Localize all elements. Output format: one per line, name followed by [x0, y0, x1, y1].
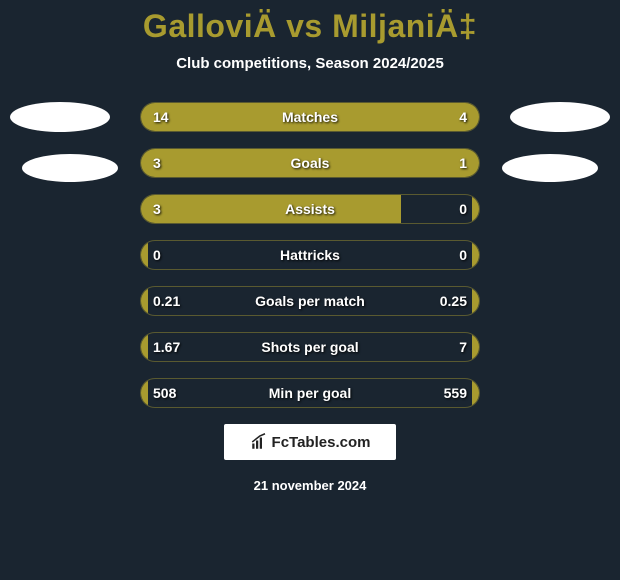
value-right: 0 [459, 247, 467, 263]
avatar-player-2-bottom [502, 154, 598, 182]
metric-label: Matches [282, 109, 338, 125]
value-right: 1 [459, 155, 467, 171]
bar-right [472, 379, 479, 407]
metric-label: Min per goal [269, 385, 351, 401]
bar-right [472, 333, 479, 361]
bar-left [141, 149, 395, 177]
page-title: GalloviÄ vs MiljaniÄ‡ [0, 0, 620, 45]
brand-text: FcTables.com [272, 434, 371, 451]
metric-label: Goals [291, 155, 330, 171]
stat-row-goals-per-match: 0.21 Goals per match 0.25 [140, 286, 480, 316]
date-label: 21 november 2024 [0, 478, 620, 493]
bar-right [404, 103, 479, 131]
value-right: 559 [444, 385, 467, 401]
bar-right [472, 195, 479, 223]
value-right: 0 [459, 201, 467, 217]
value-right: 4 [459, 109, 467, 125]
value-left: 3 [153, 155, 161, 171]
metric-label: Goals per match [255, 293, 365, 309]
avatar-player-1-bottom [22, 154, 118, 182]
bar-right [472, 287, 479, 315]
stat-rows: 14 Matches 4 3 Goals 1 3 Assists 0 [140, 102, 480, 408]
stat-row-hattricks: 0 Hattricks 0 [140, 240, 480, 270]
bar-right [472, 241, 479, 269]
value-left: 0.21 [153, 293, 180, 309]
metric-label: Hattricks [280, 247, 340, 263]
value-left: 1.67 [153, 339, 180, 355]
value-left: 0 [153, 247, 161, 263]
value-right: 0.25 [440, 293, 467, 309]
stat-row-matches: 14 Matches 4 [140, 102, 480, 132]
value-left: 508 [153, 385, 176, 401]
comparison-card: GalloviÄ vs MiljaniÄ‡ Club competitions,… [0, 0, 620, 580]
bar-left [141, 379, 148, 407]
bar-left [141, 333, 148, 361]
avatar-player-1-top [10, 102, 110, 132]
bar-left [141, 195, 401, 223]
brand-badge[interactable]: FcTables.com [224, 424, 396, 460]
metric-label: Shots per goal [261, 339, 358, 355]
stat-row-assists: 3 Assists 0 [140, 194, 480, 224]
chart-icon [250, 433, 268, 451]
value-right: 7 [459, 339, 467, 355]
value-left: 14 [153, 109, 169, 125]
bar-left [141, 287, 148, 315]
stat-row-min-per-goal: 508 Min per goal 559 [140, 378, 480, 408]
value-left: 3 [153, 201, 161, 217]
bar-left [141, 103, 404, 131]
avatar-player-2-top [510, 102, 610, 132]
stat-row-goals: 3 Goals 1 [140, 148, 480, 178]
metric-label: Assists [285, 201, 335, 217]
brand-inner: FcTables.com [250, 433, 371, 451]
chart-area: 14 Matches 4 3 Goals 1 3 Assists 0 [0, 102, 620, 408]
subtitle: Club competitions, Season 2024/2025 [0, 55, 620, 72]
stat-row-shots-per-goal: 1.67 Shots per goal 7 [140, 332, 480, 362]
bar-left [141, 241, 148, 269]
